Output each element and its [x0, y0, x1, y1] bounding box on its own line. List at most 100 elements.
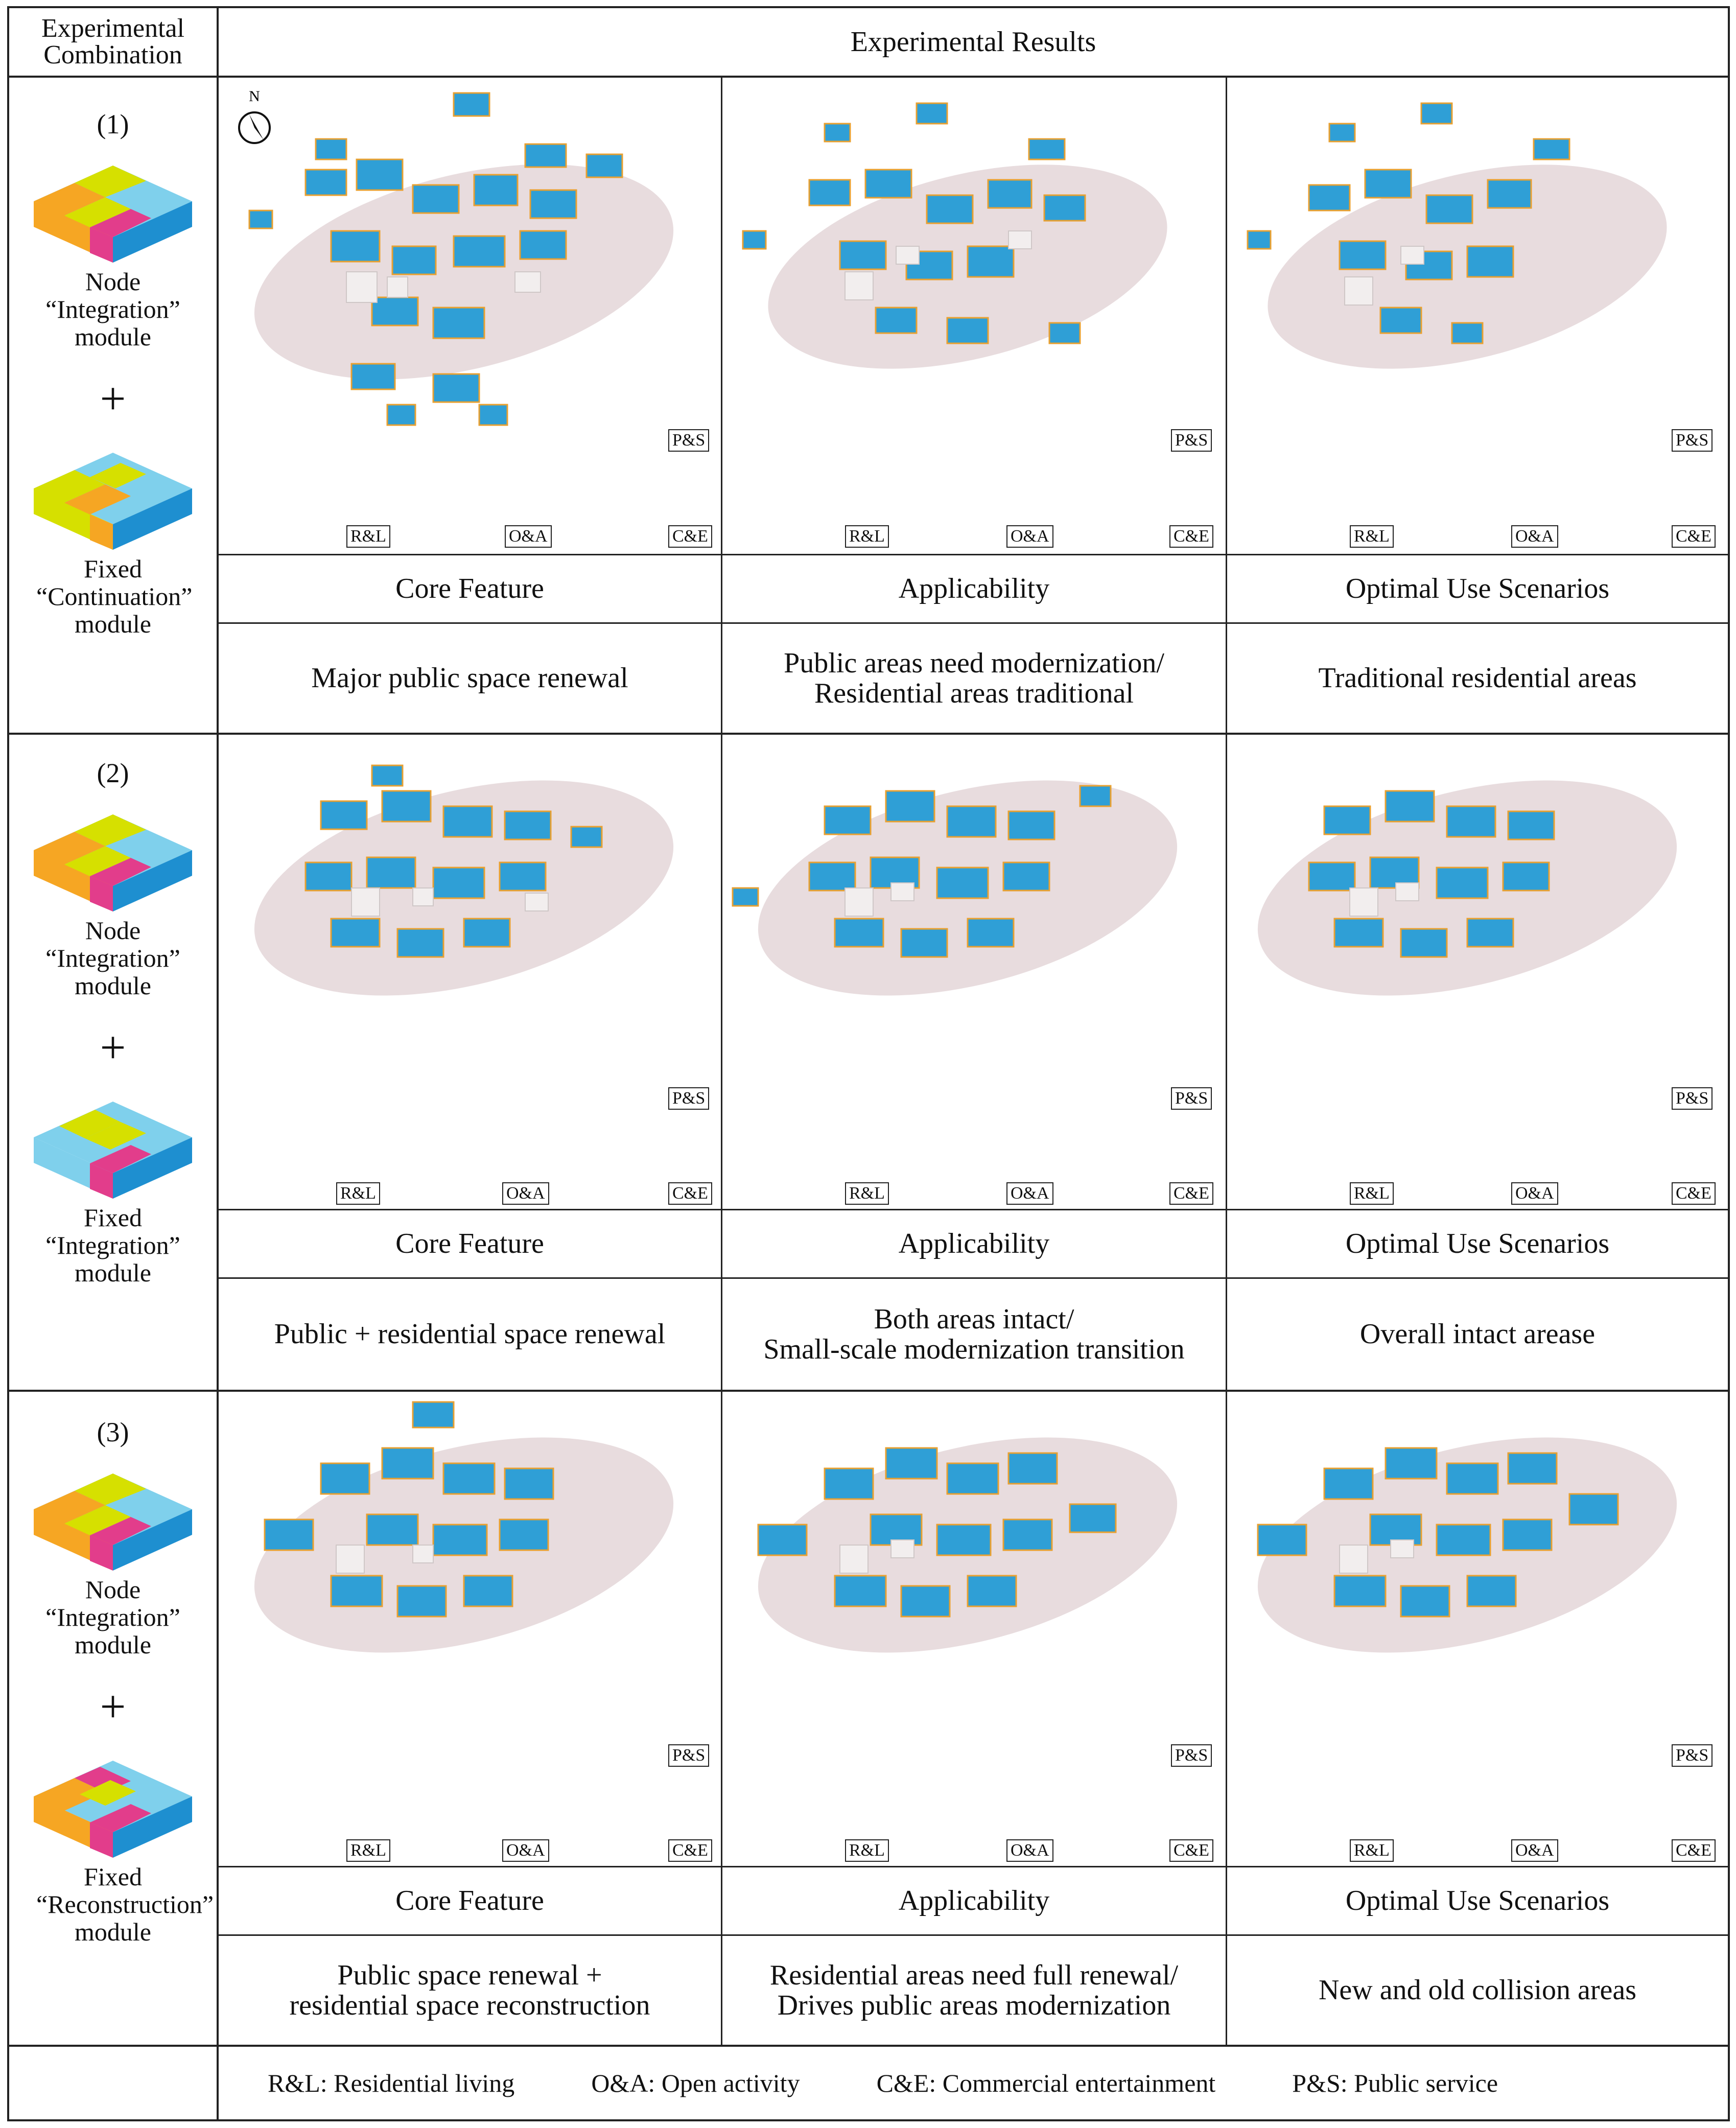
node-integration-module-icon: [34, 1474, 192, 1571]
row3-title-applicability: Applicability: [898, 1885, 1050, 1917]
row1-title-scenarios: Optimal Use Scenarios: [1345, 573, 1610, 605]
row2-scenario: Overall intact arease: [1359, 1318, 1596, 1350]
tag-rl: R&L: [845, 1182, 889, 1205]
node-integration-module-icon: [34, 166, 192, 263]
tag-rl: R&L: [1350, 525, 1394, 548]
row2-map-2: P&S R&L O&A C&E: [722, 735, 1226, 1209]
row3-plus: +: [100, 1681, 126, 1732]
row1-fixed-module: Fixed “Continuation” module: [36, 554, 193, 638]
row3-map-3: P&S R&L O&A C&E: [1227, 1392, 1728, 1866]
tag-ps: P&S: [668, 1744, 710, 1767]
site-model-map: [732, 780, 1178, 996]
row3-node-module: Node “Integration” module: [45, 1575, 180, 1659]
row3-map-2: P&S R&L O&A C&E: [722, 1392, 1226, 1866]
legend-oa: O&A: Open activity: [591, 2069, 800, 2097]
row1-map-2: P&S R&L O&A C&E: [722, 78, 1226, 554]
row3-core-feature-line1: Public space renewal +: [337, 1959, 602, 1991]
row3-applicability: Residential areas need full renewal/ Dri…: [722, 1936, 1226, 2045]
row2-applicability-line2: Small-scale modernization transition: [763, 1333, 1185, 1365]
row3-core-feature-line2: residential space reconstruction: [289, 1989, 650, 2021]
tag-ce: C&E: [1672, 525, 1716, 548]
row2-node-module: Node “Integration” module: [45, 916, 180, 1000]
tag-oa: O&A: [1511, 525, 1558, 548]
row2-applicability-line1: Both areas intact/: [874, 1303, 1074, 1335]
legend: R&L: Residential living O&A: Open activi…: [268, 2047, 1698, 2119]
row2-combination: (2) Node “Integration” module + Fixed “I…: [9, 757, 217, 1287]
tag-ce: C&E: [1672, 1839, 1716, 1862]
header-results: Experimental Results: [850, 26, 1096, 58]
row3-applicability-line1: Residential areas need full renewal/: [769, 1959, 1179, 1991]
tag-rl: R&L: [845, 525, 889, 548]
row3-core-feature: Public space renewal + residential space…: [219, 1936, 721, 2045]
row1-number: (1): [97, 109, 129, 139]
row3-combination: (3) Node “Integration” module + Fixed “R…: [9, 1416, 217, 1946]
tag-ps: P&S: [1672, 429, 1713, 452]
compass-icon: N: [238, 88, 271, 144]
site-model-map: [248, 92, 674, 426]
row2-title-core: Core Feature: [395, 1228, 544, 1260]
tag-ce: C&E: [668, 1839, 712, 1862]
tag-ce: C&E: [1169, 1839, 1213, 1862]
tag-oa: O&A: [1511, 1839, 1558, 1862]
row1-applicability-line1: Public areas need modernization/: [784, 647, 1164, 679]
row1-title-core: Core Feature: [395, 573, 544, 605]
row2-title-applicability: Applicability: [898, 1228, 1050, 1260]
site-model-map: [757, 1437, 1178, 1653]
tag-rl: R&L: [1350, 1182, 1394, 1205]
tag-ce: C&E: [668, 1182, 712, 1205]
tag-ps: P&S: [1171, 429, 1212, 452]
tag-ps: P&S: [1672, 1087, 1713, 1110]
site-model-map: [254, 1401, 674, 1653]
row2-map-1: P&S R&L O&A C&E: [219, 735, 721, 1209]
svg-text:N: N: [249, 88, 260, 105]
results-table: Experimental Combination Experimental Re…: [7, 6, 1730, 2121]
tag-rl: R&L: [336, 1182, 380, 1205]
tag-rl: R&L: [346, 1839, 390, 1862]
tag-ce: C&E: [668, 525, 712, 548]
row1-title-applicability: Applicability: [898, 573, 1050, 605]
fixed-reconstruction-module-icon: [34, 1761, 192, 1858]
tag-ps: P&S: [668, 1087, 710, 1110]
row1-map-1: N P&S R&L O&A: [219, 78, 721, 554]
fixed-integration-module-icon: [34, 1102, 192, 1199]
row3-number: (3): [97, 1417, 129, 1447]
tag-rl: R&L: [346, 525, 390, 548]
row2-number: (2): [97, 758, 129, 788]
tag-ps: P&S: [1672, 1744, 1713, 1767]
row1-node-module: Node “Integration” module: [45, 267, 180, 351]
row3-applicability-line2: Drives public areas modernization: [777, 1989, 1171, 2021]
tag-ce: C&E: [1672, 1182, 1716, 1205]
tag-ps: P&S: [1171, 1744, 1212, 1767]
tag-oa: O&A: [1006, 1182, 1053, 1205]
tag-oa: O&A: [502, 1182, 549, 1205]
row3-scenario: New and old collision areas: [1318, 1974, 1637, 2006]
tag-rl: R&L: [845, 1839, 889, 1862]
site-model-map: [1257, 780, 1677, 996]
site-model-map: [1257, 1437, 1677, 1653]
header-combination: Experimental Combination: [41, 14, 185, 69]
row1-applicability: Public areas need modernization/ Residen…: [722, 624, 1226, 733]
tag-ps: P&S: [668, 429, 710, 452]
row2-title-scenarios: Optimal Use Scenarios: [1345, 1228, 1610, 1260]
row1-applicability-line2: Residential areas traditional: [814, 677, 1134, 709]
tag-ps: P&S: [1171, 1087, 1212, 1110]
tag-oa: O&A: [502, 1839, 549, 1862]
row1-map-3: P&S R&L O&A C&E: [1227, 78, 1728, 554]
row3-fixed-module: Fixed “Reconstruction” module: [36, 1862, 214, 1946]
row2-core-feature: Public + residential space renewal: [274, 1318, 666, 1350]
row1-plus: +: [100, 373, 126, 424]
tag-ce: C&E: [1169, 1182, 1213, 1205]
site-model-map: [742, 102, 1167, 369]
tag-ce: C&E: [1169, 525, 1213, 548]
legend-rl: R&L: Residential living: [268, 2069, 515, 2097]
row2-plus: +: [100, 1022, 126, 1073]
tag-oa: O&A: [1511, 1182, 1558, 1205]
row2-applicability: Both areas intact/ Small-scale moderniza…: [722, 1279, 1226, 1390]
tag-rl: R&L: [1350, 1839, 1394, 1862]
row1-core-feature: Major public space renewal: [311, 662, 628, 694]
row2-fixed-module: Fixed “Integration” module: [45, 1203, 180, 1287]
row3-map-1: P&S R&L O&A C&E: [219, 1392, 721, 1866]
tag-oa: O&A: [1006, 525, 1053, 548]
row1-scenario: Traditional residential areas: [1318, 662, 1637, 694]
node-integration-module-icon: [34, 814, 192, 911]
